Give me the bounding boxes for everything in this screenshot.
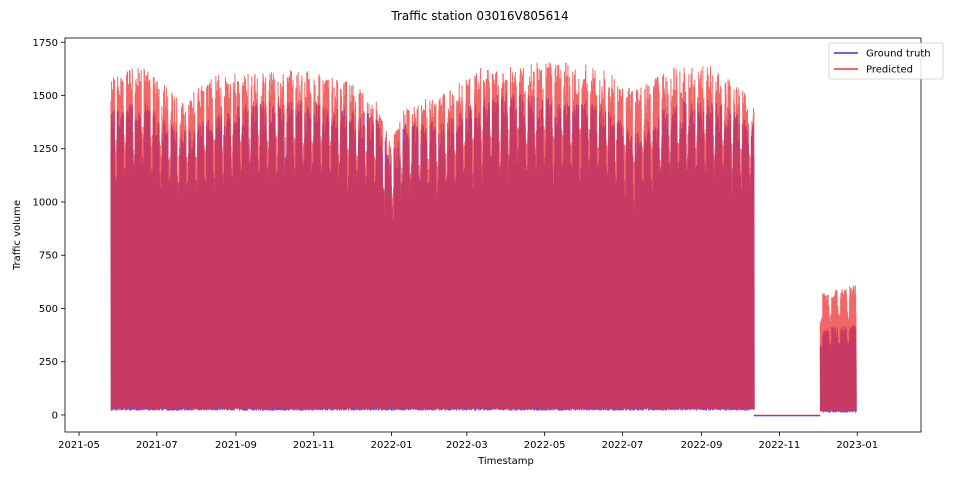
series-layer xyxy=(110,62,857,417)
x-tick-label: 2022-03 xyxy=(446,440,488,451)
y-tick-label: 1000 xyxy=(33,197,58,208)
y-axis: 0 250 500 750 1000 1250 1500 1750 xyxy=(33,38,65,421)
x-tick-label: 2022-07 xyxy=(602,440,644,451)
plot-frame xyxy=(64,37,922,433)
x-tick-label: 2022-05 xyxy=(524,440,566,451)
y-tick-label: 0 xyxy=(52,410,58,421)
y-tick-label: 500 xyxy=(39,304,58,315)
y-tick-label: 250 xyxy=(39,357,58,368)
legend: Ground truth Predicted xyxy=(828,42,944,80)
legend-label-ground-truth: Ground truth xyxy=(866,49,931,60)
legend-label-predicted: Predicted xyxy=(866,65,913,76)
y-tick-label: 1500 xyxy=(33,91,58,102)
x-tick-label: 2021-05 xyxy=(58,440,100,451)
x-tick-label: 2021-07 xyxy=(136,440,178,451)
series-line-segment xyxy=(110,62,755,410)
x-tick-label: 2022-01 xyxy=(371,440,413,451)
chart-title: Traffic station 03016V805614 xyxy=(390,9,568,23)
legend-box xyxy=(828,42,944,80)
y-axis-title: Traffic volume xyxy=(12,200,23,271)
x-tick-label: 2023-01 xyxy=(836,440,878,451)
x-axis: 2021-05 2021-07 2021-09 2021-11 2022-01 2022-… xyxy=(58,432,878,451)
x-tick-label: 2021-11 xyxy=(293,440,335,451)
series-line-segment xyxy=(819,285,857,412)
x-tick-label: 2021-09 xyxy=(215,440,257,451)
x-tick-label: 2022-09 xyxy=(681,440,723,451)
y-tick-label: 1250 xyxy=(33,144,58,155)
plot-area xyxy=(110,62,857,417)
x-axis-title: Timestamp xyxy=(477,456,534,467)
series-predicted xyxy=(110,62,857,412)
y-tick-label: 1750 xyxy=(33,38,58,49)
x-tick-label: 2022-11 xyxy=(758,440,800,451)
y-tick-label: 750 xyxy=(39,251,58,262)
